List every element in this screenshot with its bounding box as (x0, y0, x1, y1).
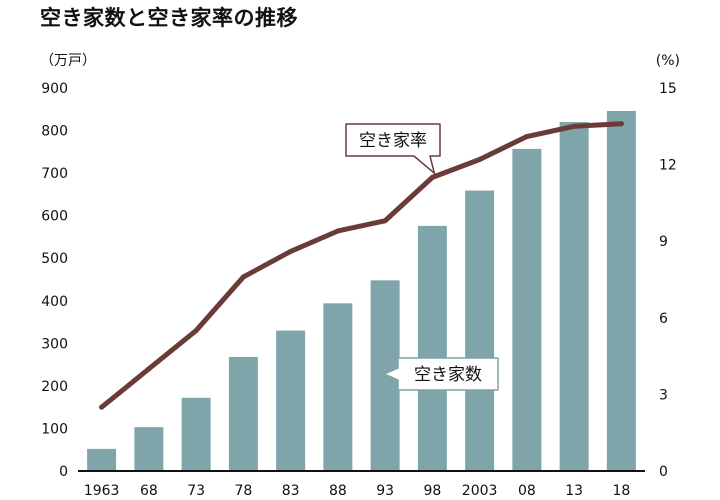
count-callout-box (383, 357, 499, 391)
count-callout: 空き家数 (383, 357, 499, 391)
left-tick-label: 600 (41, 209, 68, 225)
rate-point (240, 274, 246, 280)
right-tick-label: 0 (659, 464, 668, 480)
chart-title: 空き家数と空き家率の推移 (40, 6, 298, 30)
rate-point (288, 248, 294, 254)
right-axis: 0 3 6 9 12 15 (659, 81, 677, 480)
right-tick-label: 6 (659, 311, 668, 327)
rate-callout-box (345, 123, 441, 175)
left-tick-label: 200 (41, 379, 68, 395)
rate-point (99, 404, 105, 410)
bar (559, 122, 589, 472)
left-tick-label: 400 (41, 294, 68, 310)
right-tick-label: 15 (659, 81, 677, 97)
bar (512, 148, 542, 472)
right-axis-unit: (%) (656, 53, 680, 69)
left-axis-unit: （万戸） (40, 53, 96, 69)
rate-point (193, 328, 199, 334)
x-tick-label: 83 (282, 483, 300, 499)
bar (134, 427, 164, 471)
bar (181, 397, 211, 471)
bar (87, 448, 117, 471)
x-tick-label: 13 (565, 483, 583, 499)
x-tick-label: 73 (187, 483, 205, 499)
bar (323, 303, 353, 471)
rate-point (335, 228, 341, 234)
left-tick-label: 0 (59, 464, 68, 480)
count-callout-label: 空き家数 (414, 365, 482, 385)
x-axis: 1963 68 73 78 83 88 93 98 2003 08 13 18 (84, 483, 630, 499)
right-tick-label: 9 (659, 234, 668, 250)
right-tick-label: 3 (659, 387, 668, 403)
line-series (99, 121, 624, 410)
bar (606, 110, 636, 471)
left-tick-label: 300 (41, 336, 68, 352)
left-tick-label: 700 (41, 166, 68, 182)
left-tick-label: 900 (41, 81, 68, 97)
rate-point (571, 123, 577, 129)
bar (276, 330, 306, 471)
left-tick-label: 100 (41, 421, 68, 437)
x-tick-label: 93 (376, 483, 394, 499)
x-tick-label: 98 (423, 483, 441, 499)
left-tick-label: 500 (41, 251, 68, 267)
rate-point (429, 174, 435, 180)
rate-callout-label: 空き家率 (359, 131, 427, 151)
bar (465, 190, 495, 471)
rate-point (146, 366, 152, 372)
left-axis: 0 100 200 300 400 500 600 700 800 900 (41, 81, 68, 480)
x-tick-label: 68 (140, 483, 158, 499)
right-tick-label: 12 (659, 158, 677, 174)
rate-line-path (99, 121, 624, 410)
rate-point (618, 121, 624, 127)
bar (228, 356, 258, 471)
bar-series (87, 110, 636, 472)
rate-point (524, 134, 530, 140)
x-tick-label: 1963 (84, 483, 120, 499)
rate-point (477, 156, 483, 162)
bar (417, 225, 447, 471)
x-tick-label: 2003 (462, 483, 498, 499)
x-tick-label: 88 (329, 483, 347, 499)
rate-callout: 空き家率 (345, 123, 441, 175)
x-tick-label: 18 (612, 483, 630, 499)
rate-point (382, 218, 388, 224)
left-tick-label: 800 (41, 124, 68, 140)
x-tick-label: 08 (518, 483, 536, 499)
x-tick-label: 78 (234, 483, 252, 499)
